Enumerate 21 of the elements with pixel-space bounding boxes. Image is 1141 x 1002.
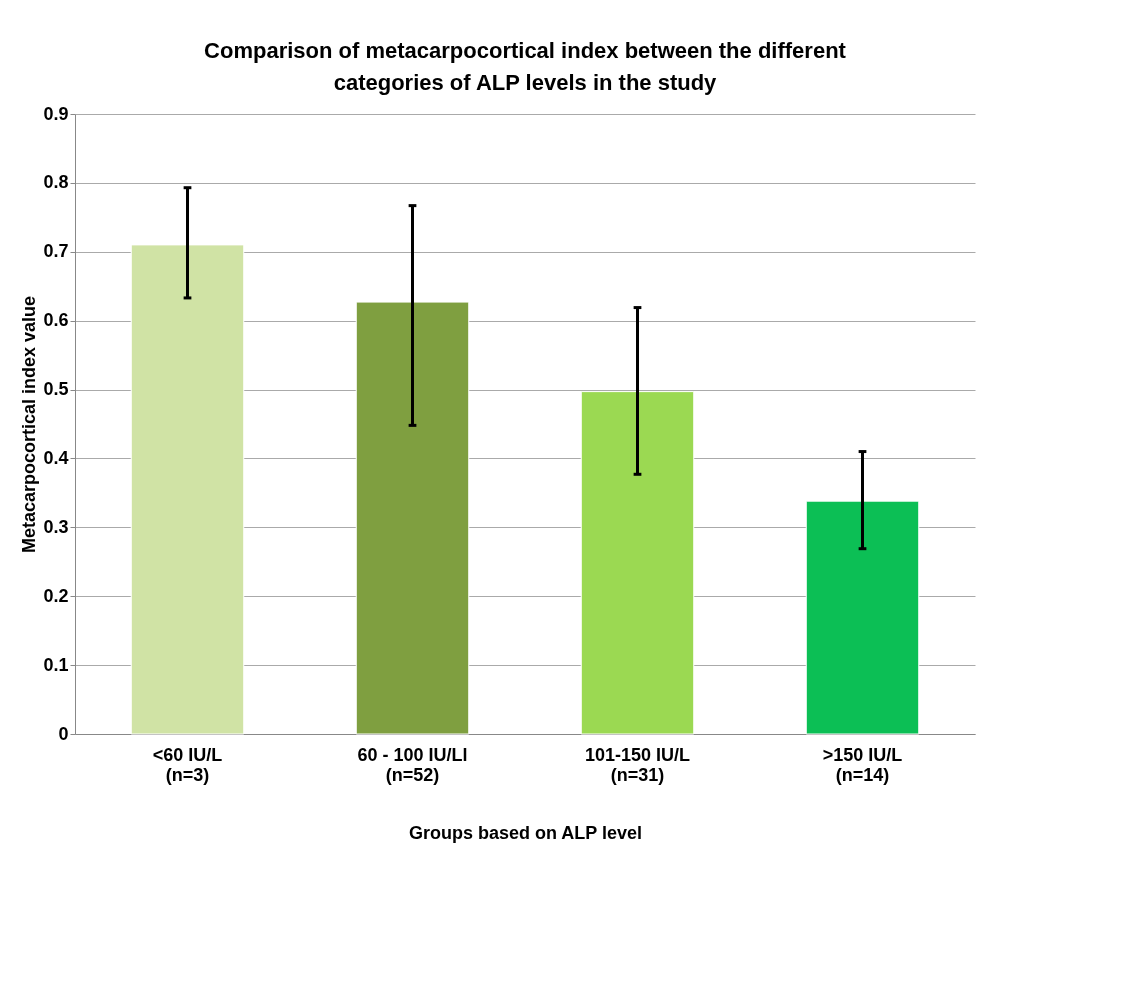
bar <box>805 500 920 735</box>
y-tick-label: 0.4 <box>43 447 69 468</box>
y-tick-label: 0.9 <box>43 103 69 124</box>
x-axis-title: Groups based on ALP level <box>408 822 643 843</box>
y-tick-label: 0.1 <box>43 654 69 675</box>
y-tick-label: 0.3 <box>43 516 69 537</box>
y-tick-label: 0.6 <box>43 310 69 331</box>
bar <box>355 301 470 735</box>
x-tick-label: 60 - 100 IU/Ll (n=52) <box>357 744 468 785</box>
chart-title: Comparison of metacarpocortical index between the different categories of ALP levels in the study <box>204 38 847 95</box>
x-tick-label: 101-150 IU/L (n=31) <box>584 744 691 785</box>
bar <box>130 244 245 735</box>
y-tick-label: 0 <box>58 723 69 744</box>
x-tick-label: >150 IU/L (n=14) <box>822 744 903 785</box>
y-axis-title: Metacarpocortical index value <box>19 295 40 554</box>
y-tick-label: 0.2 <box>43 585 69 606</box>
y-tick-label: 0.8 <box>43 172 69 193</box>
x-tick-label: <60 IU/L (n=3) <box>152 744 223 785</box>
bar <box>580 391 695 735</box>
y-tick-label: 0.7 <box>43 241 69 262</box>
y-tick-label: 0.5 <box>43 379 69 400</box>
